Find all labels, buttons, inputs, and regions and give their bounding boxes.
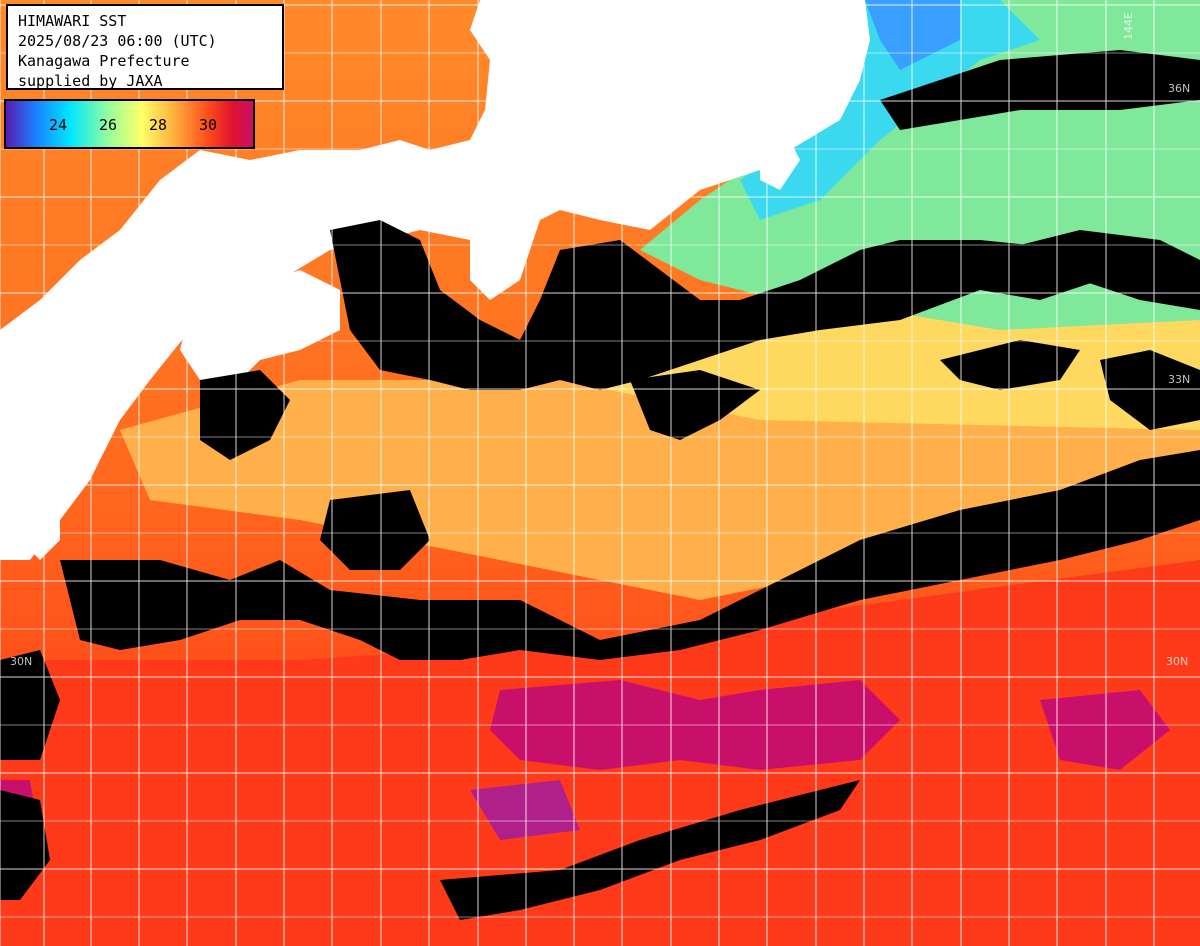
lat-label-30n-left: 30N — [10, 655, 33, 668]
legend-label-24: 24 — [48, 116, 68, 134]
land-shikoku — [180, 270, 340, 390]
cloud-masks — [0, 50, 1200, 920]
lon-label-136e: 136E — [484, 12, 497, 40]
info-box: HIMAWARI SST 2025/08/23 06:00 (UTC) Kana… — [6, 4, 284, 90]
lat-label-36n: 36N — [1168, 82, 1191, 95]
lat-label-30n-right: 30N — [1166, 655, 1189, 668]
credit: supplied by JAXA — [18, 72, 163, 90]
lon-label-144e: 144E — [1122, 12, 1135, 40]
map-title: HIMAWARI SST — [18, 12, 127, 30]
land-kyushu — [0, 370, 60, 560]
land-izu — [760, 140, 800, 190]
legend-label-28: 28 — [148, 116, 168, 134]
legend-label-30: 30 — [198, 116, 218, 134]
lat-label-33n: 33N — [1168, 373, 1191, 386]
datetime: 2025/08/23 06:00 (UTC) — [18, 32, 217, 50]
legend-gradient — [6, 101, 253, 147]
magenta-patch-2 — [1040, 690, 1170, 770]
magenta-patch-4 — [470, 780, 580, 840]
region: Kanagawa Prefecture — [18, 52, 190, 70]
land-honshu — [0, 0, 870, 560]
legend-label-26: 26 — [98, 116, 118, 134]
temperature-legend: 24 26 28 30 — [4, 99, 255, 149]
